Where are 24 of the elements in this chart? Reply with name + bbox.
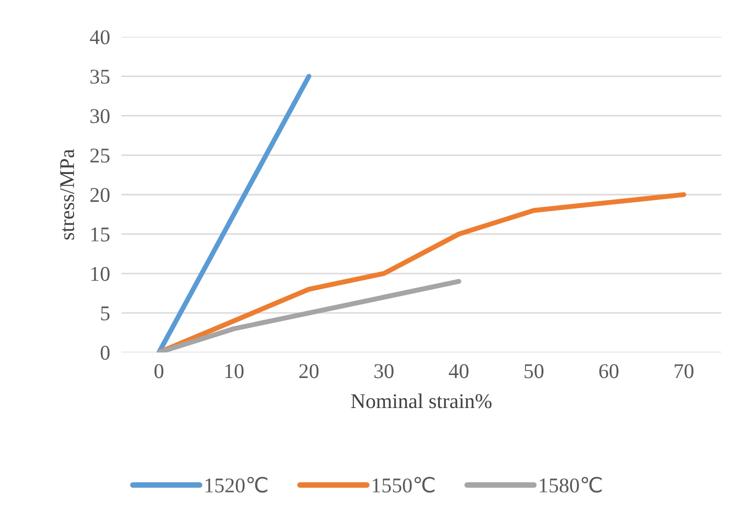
legend-label: 1550℃	[372, 476, 434, 493]
x-axis-title: Nominal strain%	[351, 394, 492, 408]
y-tick-label: 25	[90, 148, 110, 163]
x-tick-label: 70	[674, 364, 694, 378]
x-tick-label: 60	[599, 364, 618, 378]
x-tick-label: 10	[225, 364, 244, 378]
y-tick-label: 40	[90, 30, 110, 44]
y-axis-title: stress/MPa	[60, 149, 74, 240]
y-tick-label: 0	[100, 346, 110, 360]
legend-label: 1520℃	[206, 476, 268, 493]
x-tick-label: 40	[448, 364, 468, 378]
x-tick-label: 20	[299, 364, 319, 378]
line-series	[156, 278, 462, 352]
x-tick-label: 30	[374, 364, 394, 378]
legend-label: 1580℃	[540, 476, 602, 493]
y-tick-label: 10	[91, 266, 110, 281]
y-tick-label: 30	[90, 109, 110, 124]
y-tick-label: 20	[90, 188, 110, 202]
y-tick-label: 35	[90, 70, 110, 84]
line-series	[156, 192, 686, 352]
y-tick-label: 15	[91, 228, 110, 242]
x-tick-label: 0	[154, 364, 164, 378]
y-tick-label: 5	[101, 306, 110, 320]
x-tick-label: 50	[524, 364, 544, 378]
